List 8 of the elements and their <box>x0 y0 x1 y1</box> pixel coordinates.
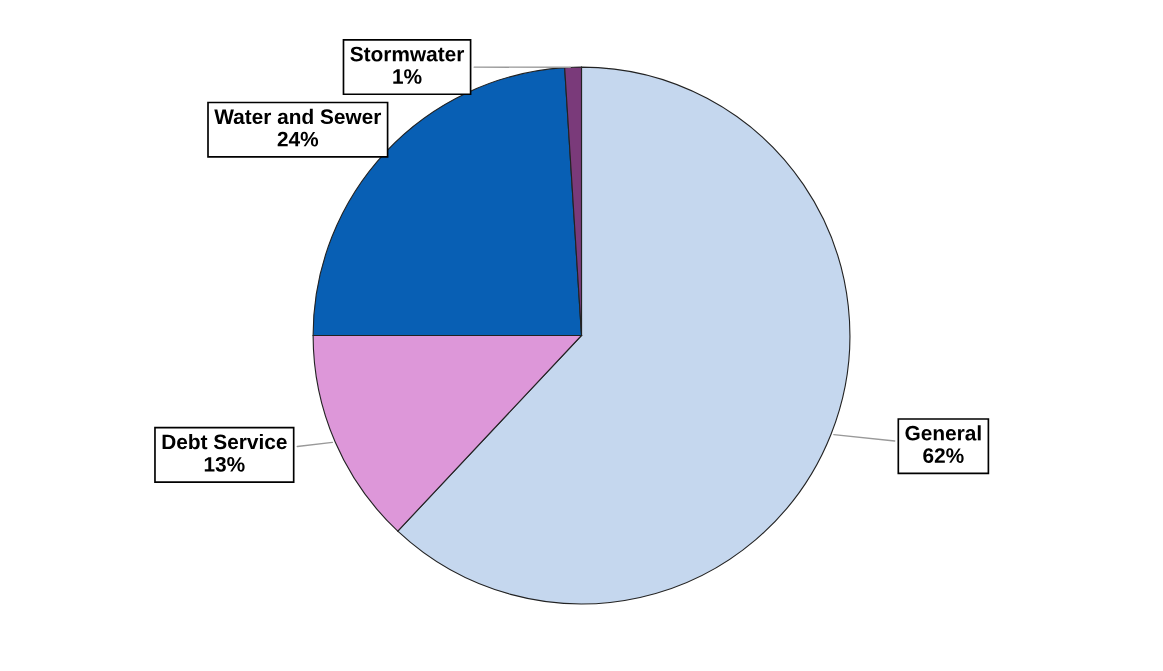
data-label: 24% <box>277 131 319 147</box>
slice-label: Stormwater <box>350 46 465 62</box>
slice-label: Debt Service <box>162 433 287 450</box>
slice-label: Water and Sewer <box>214 108 382 125</box>
data-label: 13% <box>204 456 245 472</box>
data-label: 1% <box>393 69 422 84</box>
slice-label: General <box>905 425 981 441</box>
data-label: 62% <box>923 448 964 463</box>
